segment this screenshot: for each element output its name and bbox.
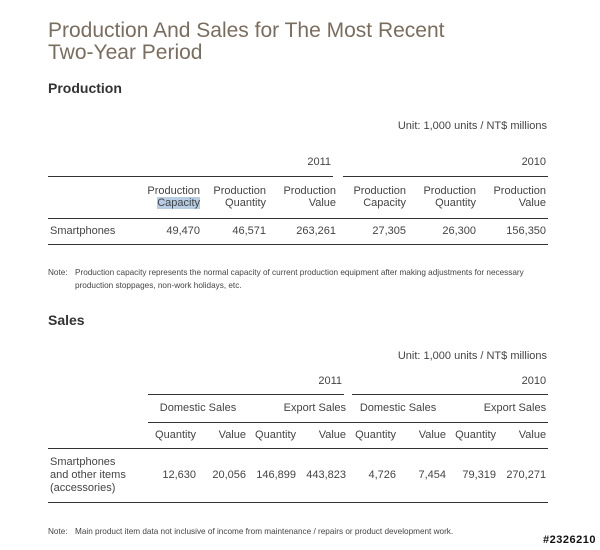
export-sales-header-2010: Export Sales (448, 394, 549, 423)
quantity-header: Quantity (148, 422, 198, 449)
sales-heading: Sales (48, 312, 85, 328)
table-cell: 7,454 (398, 448, 449, 503)
table-cell: 443,823 (298, 448, 349, 503)
quantity-header: Quantity (248, 422, 298, 449)
sales-note: Note: Main product item data not inclusi… (48, 525, 553, 538)
domestic-sales-header-2011: Domestic Sales (148, 394, 248, 423)
production-capacity-header-2011: Production Capacity (138, 176, 202, 219)
table-row: Smartphones 49,470 46,571 263,261 27,305… (48, 218, 549, 245)
production-quantity-header-2010: Production Quantity (408, 176, 479, 219)
quantity-header: Quantity (348, 422, 399, 449)
row-label: Smartphones and other items (accessories… (48, 448, 148, 503)
table-cell: 270,271 (498, 448, 549, 503)
production-table: 2011 2010 Production Capacity Production… (48, 148, 549, 245)
sales-table: 2011 2010 Domestic Sales Export Sales Do… (48, 368, 549, 503)
domestic-sales-header-2010: Domestic Sales (348, 394, 449, 423)
table-cell: 49,470 (138, 218, 202, 245)
table-row: Smartphones and other items (accessories… (48, 448, 549, 503)
production-heading: Production (48, 80, 122, 96)
row-label: Smartphones (48, 218, 138, 245)
table-cell: 26,300 (408, 218, 479, 245)
sales-year-2011: 2011 (148, 368, 349, 395)
value-header: Value (498, 422, 549, 449)
table-cell: 20,056 (198, 448, 248, 503)
production-value-header-2011: Production Value (268, 176, 339, 219)
watermark-id: #2326210 (543, 534, 596, 546)
note-label: Note: (48, 527, 68, 536)
note-label: Note: (48, 268, 68, 277)
table-cell: 263,261 (268, 218, 339, 245)
table-cell: 79,319 (448, 448, 499, 503)
page-title-line-2: Two-Year Period (48, 41, 203, 64)
page-title: Production And Sales for The Most Recent… (48, 20, 568, 64)
production-unit: Unit: 1,000 units / NT$ millions (397, 120, 547, 132)
production-year-2010: 2010 (333, 148, 549, 177)
table-cell: 27,305 (338, 218, 409, 245)
export-sales-header-2011: Export Sales (248, 394, 349, 423)
production-note: Note: Production capacity represents the… (48, 266, 553, 292)
table-cell: 146,899 (248, 448, 298, 503)
value-header: Value (198, 422, 248, 449)
table-cell: 12,630 (148, 448, 198, 503)
sales-year-2010: 2010 (344, 368, 549, 395)
production-value-header-2010: Production Value (478, 176, 549, 219)
quantity-header: Quantity (448, 422, 499, 449)
page-title-line-1: Production And Sales for The Most Recent (48, 19, 445, 42)
value-header: Value (298, 422, 349, 449)
note-text: Main product item data not inclusive of … (75, 527, 454, 536)
note-text: Production capacity represents the norma… (75, 268, 524, 290)
table-cell: 156,350 (478, 218, 549, 245)
production-capacity-header-2010: Production Capacity (338, 176, 409, 219)
production-year-2011: 2011 (138, 148, 339, 177)
selected-text-highlight[interactable]: Capacity (157, 197, 200, 209)
value-header: Value (398, 422, 449, 449)
table-cell: 4,726 (348, 448, 399, 503)
sales-unit: Unit: 1,000 units / NT$ millions (397, 350, 547, 362)
table-cell: 46,571 (202, 218, 268, 245)
production-quantity-header-2011: Production Quantity (202, 176, 268, 219)
